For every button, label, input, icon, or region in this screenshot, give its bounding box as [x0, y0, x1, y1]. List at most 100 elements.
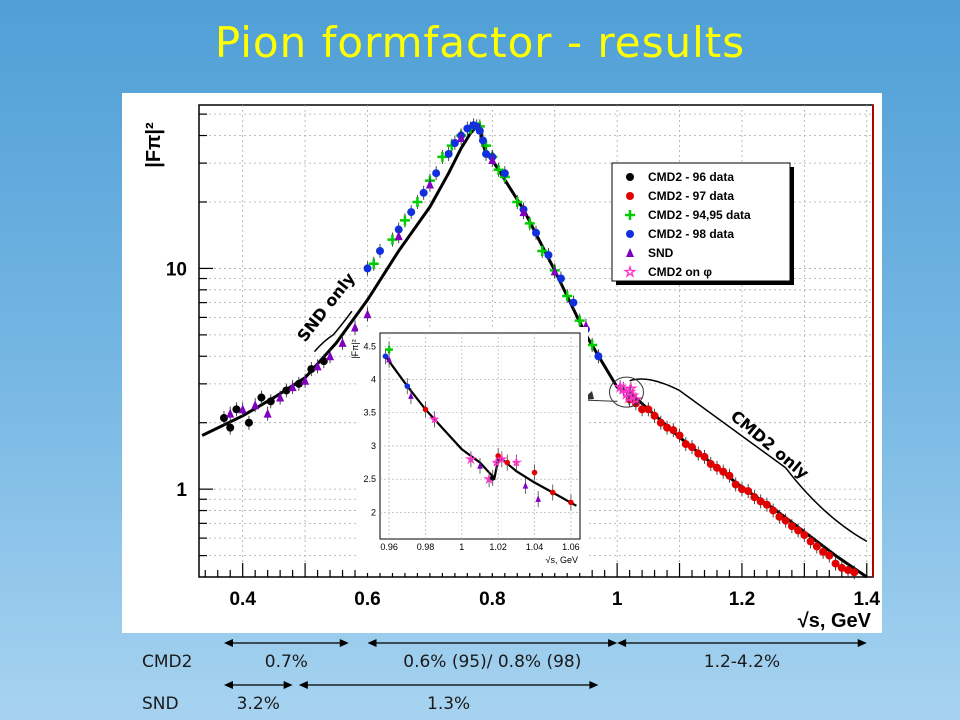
data-point-cmd2-97-data [794, 526, 803, 535]
data-point-cmd2-97-data [669, 426, 678, 435]
data-point-snd [313, 361, 322, 371]
snd-range-arrow-head-left [298, 681, 308, 689]
data-point-cmd2-96-data [226, 423, 235, 432]
data-point-cmd2-97-data [750, 493, 759, 502]
data-point-snd [288, 382, 297, 392]
data-point-cmd2-97-data [812, 542, 821, 551]
inset-data-point [386, 355, 392, 363]
data-point-cmd2-97-data [837, 563, 846, 572]
data-point-snd [425, 179, 434, 189]
inset-frame [379, 332, 581, 540]
inset-data-point [408, 392, 414, 399]
phi-highlight-circle [608, 376, 644, 408]
legend-marker [626, 248, 634, 257]
slide-title: Pion formfactor - results [214, 18, 746, 67]
inset-x-tick-label: 0.96 [380, 542, 398, 552]
legend-marker [623, 264, 637, 278]
data-point-cmd2-96-data [257, 393, 266, 402]
legend-entry: CMD2 on φ [648, 265, 712, 279]
data-point-cmd2-98-data [544, 251, 553, 260]
data-point-cmd2-94-95-data [562, 291, 573, 302]
data-point-cmd2-96-data [294, 379, 303, 388]
data-point-cmd2-97-data [638, 405, 647, 414]
data-point-cmd2-94-95-data [412, 196, 423, 207]
data-point-cmd2-97-data [819, 547, 828, 556]
inset-data-point [404, 383, 411, 389]
snd-range-arrow-head-right [589, 681, 599, 689]
inset-data-point [531, 469, 538, 476]
inset-data-point [504, 459, 511, 466]
data-point-snd [251, 400, 260, 410]
legend-marker [626, 230, 634, 238]
data-point-cmd2-97-data [850, 568, 859, 577]
data-point-snd [276, 392, 285, 402]
x-tick-label: 1.4 [854, 589, 881, 610]
cmd2-range-arrow-head-left [223, 639, 233, 647]
cmd2-range-label: 0.7% [264, 652, 308, 672]
data-point-cmd2-98-data [407, 208, 416, 217]
snd-range-label: 1.3% [427, 694, 471, 714]
data-point-snd [226, 408, 235, 418]
data-point-cmd2-97-data [731, 480, 740, 489]
data-point-cmd2-97-data [694, 449, 703, 458]
data-point-snd [263, 408, 272, 418]
data-point-cmd2-94-95-data [537, 245, 548, 256]
snd-row-label: SND [142, 694, 179, 714]
inset-y-tick-label: 4.5 [363, 341, 376, 351]
data-point-cmd2-97-data [681, 440, 690, 449]
data-point-cmd2-98-data [444, 149, 453, 158]
data-point-cmd2-98-data [532, 228, 540, 237]
data-point-cmd2-94-95-data [493, 164, 504, 175]
inset-x-tick-label: 1.02 [489, 542, 507, 552]
data-point-cmd2-98-data [450, 139, 459, 148]
data-point-cmd2-94-95-data [587, 339, 598, 350]
x-axis-label: √s, GeV [798, 610, 872, 632]
legend-marker [626, 192, 634, 200]
data-point-cmd2-98-data [475, 126, 484, 135]
x-tick-label: 0.8 [479, 589, 505, 610]
y-axis-label: |Fπ|² [143, 122, 165, 168]
inset-y-tick-label: 2 [371, 507, 376, 517]
inset-y-tick-label: 3 [371, 441, 376, 451]
inset-data-point [522, 482, 529, 489]
data-point-cmd2-98-data [432, 169, 441, 178]
data-point-cmd2-98-data [594, 352, 603, 361]
data-point-cmd2-97-data [700, 452, 709, 461]
inset-data-point [489, 475, 496, 481]
inset-data-point [477, 462, 483, 469]
data-point-cmd2-97-data [744, 487, 753, 496]
data-point-cmd2-97-data [769, 506, 778, 515]
inset-data-point [495, 453, 508, 465]
data-point-snd [519, 207, 528, 217]
legend-box [611, 162, 791, 282]
inset-data-point [495, 453, 501, 459]
inset-data-point [464, 452, 477, 465]
data-point-cmd2-98-data [478, 136, 487, 145]
data-point-cmd2-97-data [719, 467, 728, 476]
data-point-snd [238, 404, 247, 414]
data-point-cmd2-98-data [419, 188, 428, 197]
data-point-cmd2-94-95-data [399, 215, 410, 226]
data-point-cmd2-97-data [737, 485, 746, 494]
inset-x-tick-label: 1.06 [562, 542, 580, 552]
data-point-cmd2-97-data [825, 551, 834, 560]
data-point-cmd2-96-data [219, 414, 228, 423]
data-point-snd [351, 322, 360, 332]
data-point-snd [550, 266, 559, 276]
data-point-cmd2-96-data [232, 405, 241, 414]
data-point-cmd2-97-data [688, 443, 697, 452]
data-point-cmd2-96-data [244, 418, 253, 427]
inset-data-point [568, 499, 574, 506]
data-point-cmd2-94-95-data [574, 315, 585, 326]
inset-fit-curve [384, 355, 577, 507]
data-point-cmd2-97-data [762, 500, 771, 509]
plot-panel: 0.4 0.6 0.8 1 1.2 1.4 1 10 √s, GeV |Fπ|² CMD2 - 96… [122, 93, 882, 633]
legend-entry: CMD2 - 97 data [648, 189, 734, 203]
inset-data-point [549, 489, 556, 496]
data-point-cmd2-97-data [756, 497, 765, 506]
cmd2-range-label: 1.2-4.2% [703, 652, 781, 672]
data-point-cmd2-97-data [644, 405, 653, 414]
x-tick-label: 1 [612, 589, 623, 610]
legend-entry: SND [648, 246, 674, 260]
legend-marker [626, 173, 634, 181]
